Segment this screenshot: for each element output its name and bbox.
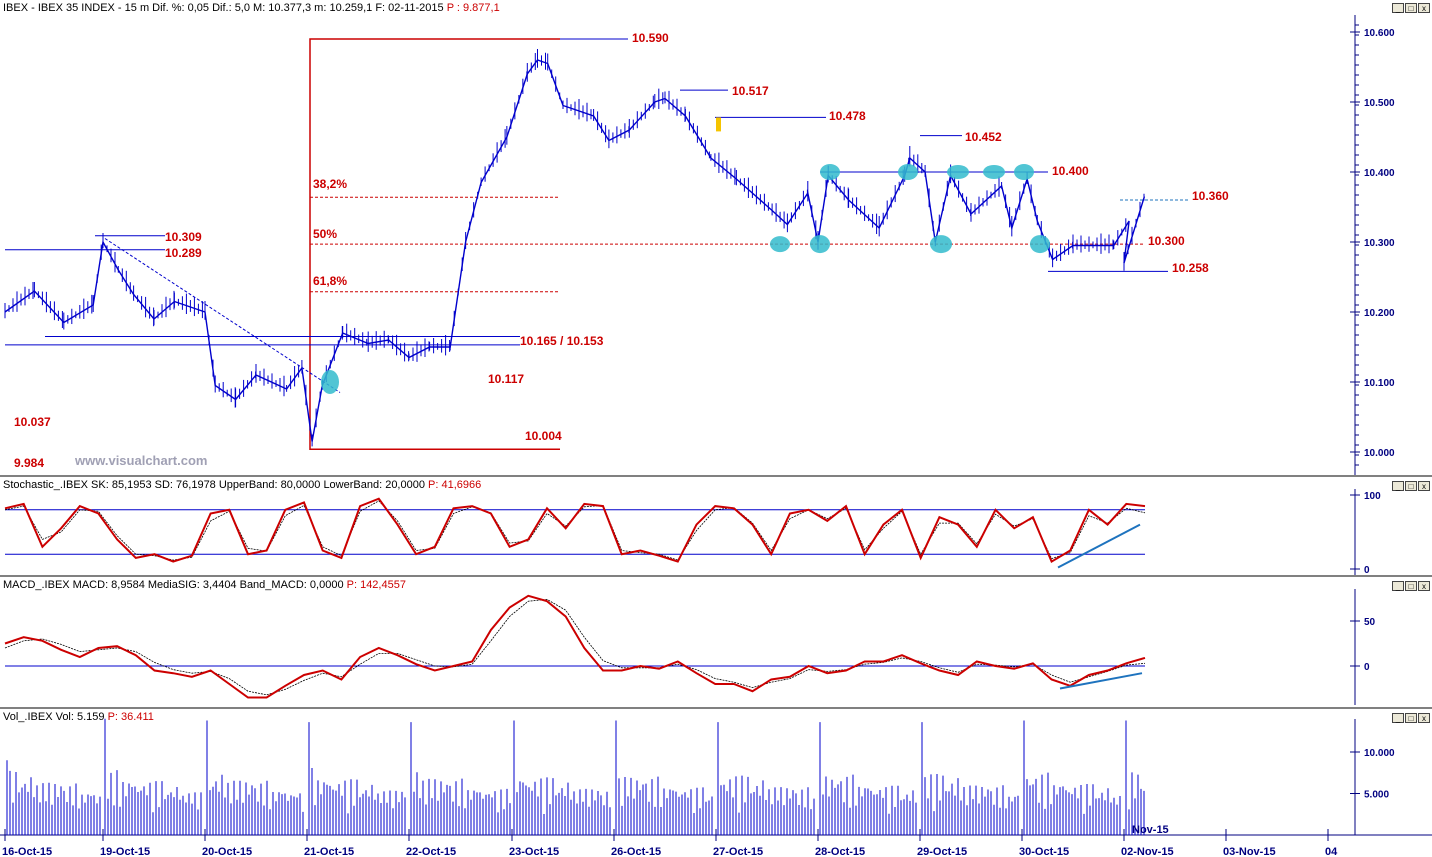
stochastic-sk-line: [4, 497, 1146, 564]
date-axis-label: 30-Oct-15: [1019, 846, 1069, 857]
maximize-icon[interactable]: □: [1405, 713, 1417, 723]
price-annotation-label: 10.478: [829, 109, 866, 123]
highlight-ellipse: [820, 164, 840, 180]
price-annotation-label: 61,8%: [313, 274, 347, 288]
stochastic-panel-title: Stochastic_.IBEX SK: 85,1953 SD: 76,1978…: [3, 479, 482, 491]
price-annotation-label: 10.004: [525, 429, 562, 443]
price-chart: 10.600 10.500 10.400 10.300 10.200 10.100 10.0…: [4, 15, 1395, 475]
close-icon[interactable]: x: [1418, 581, 1430, 591]
highlight-ellipse: [810, 235, 830, 254]
highlight-ellipse: [321, 370, 339, 394]
highlight-ellipse: [983, 165, 1005, 179]
price-annotation-label: 10.037: [14, 415, 51, 429]
price-annotation-label: 10.590: [632, 31, 669, 45]
price-axis-tick-label: 10.600: [1364, 28, 1395, 39]
stochastic-axis-tick-label: 0: [1364, 565, 1370, 576]
volume-panel-title: Vol_.IBEX Vol: 5.159 P: 36.411: [3, 711, 154, 723]
price-axis-tick-label: 10.200: [1364, 308, 1395, 319]
macd-trendline: [1059, 672, 1143, 690]
date-axis-label: 20-Oct-15: [202, 846, 252, 857]
stochastic-axis-tick-label: 100: [1364, 491, 1381, 502]
date-axis-label: 27-Oct-15: [713, 846, 763, 857]
macd-panel-title: MACD_.IBEX MACD: 8,9584 MediaSIG: 3,4404…: [3, 579, 406, 591]
date-axis-label: 23-Oct-15: [509, 846, 559, 857]
date-axis-label: 29-Oct-15: [917, 846, 967, 857]
macd-chart: 50 0: [4, 589, 1376, 705]
highlight-ellipse: [930, 235, 952, 254]
macd-signal-line: [4, 598, 1146, 696]
close-icon[interactable]: x: [1418, 3, 1430, 13]
panel-separator: [0, 475, 1432, 477]
price-annotation-label: 10.400: [1052, 164, 1089, 178]
date-axis-label: 03-Nov-15: [1223, 846, 1276, 857]
volume-chart: 10.000 5.000 16-Oct-15 19-Oct-15 20-Oct-15 21…: [0, 718, 1432, 857]
highlight-bar: [716, 117, 721, 132]
date-axis-label: 02-Nov-15: [1121, 846, 1174, 857]
panel-separator: [0, 707, 1432, 709]
highlight-ellipse: [898, 164, 918, 180]
close-icon[interactable]: x: [1418, 481, 1430, 491]
minimize-icon[interactable]: _: [1392, 3, 1404, 13]
price-annotation-label: 10.258: [1172, 261, 1209, 275]
volume-axis-tick-label: 10.000: [1364, 748, 1395, 759]
price-annotation-label: 10.165 / 10.153: [520, 334, 604, 348]
minimize-icon[interactable]: _: [1392, 581, 1404, 591]
price-panel-p-value: P : 9.877,1: [446, 2, 500, 14]
date-axis-label: 28-Oct-15: [815, 846, 865, 857]
stochastic-trendline: [1057, 523, 1141, 569]
macd-axis-tick-label: 50: [1364, 617, 1376, 628]
date-axis-label: 04: [1325, 846, 1338, 857]
price-panel-title: IBEX - IBEX 35 INDEX - 15 m Dif. %: 0,05…: [3, 2, 500, 14]
price-axis-tick-label: 10.100: [1364, 378, 1395, 389]
price-axis-tick-label: 10.400: [1364, 168, 1395, 179]
price-annotation-label: 38,2%: [313, 177, 347, 191]
maximize-icon[interactable]: □: [1405, 3, 1417, 13]
minimize-icon[interactable]: _: [1392, 481, 1404, 491]
date-axis-label: 21-Oct-15: [304, 846, 354, 857]
minimize-icon[interactable]: _: [1392, 713, 1404, 723]
date-axis-label: 22-Oct-15: [406, 846, 456, 857]
price-annotation-label: 10.117: [488, 372, 524, 386]
date-axis-label: 19-Oct-15: [100, 846, 150, 857]
price-axis-tick-label: 10.500: [1364, 98, 1395, 109]
price-axis-tick-label: 10.300: [1364, 238, 1395, 249]
close-icon[interactable]: x: [1418, 713, 1430, 723]
panel-separator: [0, 575, 1432, 577]
date-axis-label: 26-Oct-15: [611, 846, 661, 857]
price-annotation-label: 50%: [313, 227, 337, 241]
month-marker-label: Nov-15: [1132, 824, 1169, 836]
maximize-icon[interactable]: □: [1405, 481, 1417, 491]
date-axis-label: 16-Oct-15: [2, 846, 52, 857]
volume-axis-tick-label: 5.000: [1364, 790, 1389, 801]
stochastic-chart: 100 0: [4, 489, 1381, 576]
highlight-ellipse: [1014, 164, 1034, 180]
macd-axis-tick-label: 0: [1364, 662, 1370, 673]
price-annotation-label: 10.517: [732, 84, 769, 98]
price-annotation-label: 10.289: [165, 246, 202, 260]
highlight-ellipse: [947, 165, 969, 179]
highlight-ellipse: [1030, 235, 1050, 254]
trendline-dashed: [104, 238, 341, 393]
price-annotation-label: 9.984: [14, 456, 44, 470]
highlight-ellipse: [770, 236, 790, 253]
price-annotation-label: 10.300: [1148, 234, 1185, 248]
price-annotation-label: 10.309: [165, 230, 202, 244]
watermark-text: www.visualchart.com: [74, 453, 207, 468]
price-annotation-label: 10.452: [965, 130, 1002, 144]
maximize-icon[interactable]: □: [1405, 581, 1417, 591]
price-axis-tick-label: 10.000: [1364, 448, 1395, 459]
price-annotation-label: 10.360: [1192, 189, 1229, 203]
macd-line: [4, 594, 1146, 699]
